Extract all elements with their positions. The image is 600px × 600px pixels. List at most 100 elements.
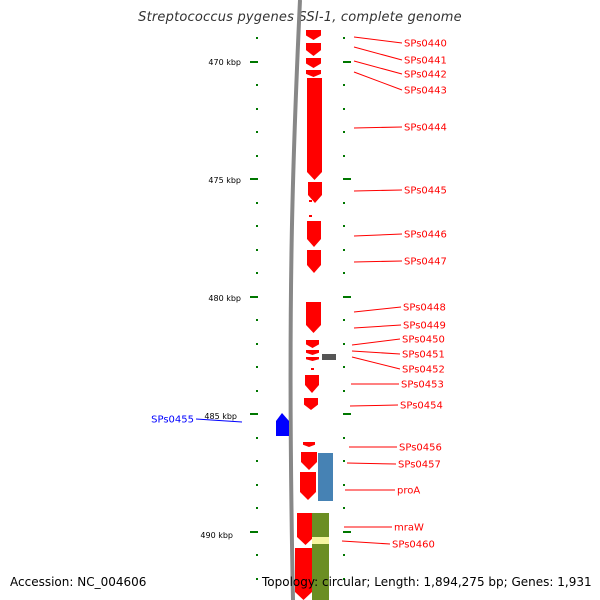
tick-right xyxy=(343,531,351,533)
gene-label-sps0442[interactable]: SPs0442 xyxy=(404,70,447,81)
tick-left xyxy=(256,484,258,486)
tick-left xyxy=(256,37,258,39)
tick-left xyxy=(256,578,258,580)
cds-arrow xyxy=(307,221,321,247)
gene-label-sps0451[interactable]: SPs0451 xyxy=(402,350,445,361)
tick-right xyxy=(343,155,345,157)
cds-arrow xyxy=(300,472,316,500)
tick-left xyxy=(256,108,258,110)
tick-right xyxy=(343,249,345,251)
tick-right xyxy=(343,108,345,110)
label-leader-line xyxy=(353,60,403,75)
cds-arrow xyxy=(306,43,321,56)
gene-label-sps0445[interactable]: SPs0445 xyxy=(404,186,447,197)
cds-arrow xyxy=(295,548,312,600)
label-leader-line xyxy=(353,71,403,91)
tick-left xyxy=(250,531,258,533)
cds-arrow xyxy=(304,398,318,410)
label-leader-line xyxy=(195,418,243,423)
kbp-label: 485 kbp xyxy=(204,412,237,421)
cds-arrow xyxy=(306,30,321,40)
tick-right xyxy=(343,37,345,39)
gene-label-sps0444[interactable]: SPs0444 xyxy=(404,123,447,134)
tick-right xyxy=(343,202,345,204)
gene-label-proa[interactable]: proA xyxy=(397,486,420,497)
cds-fragment xyxy=(309,215,312,217)
tick-right xyxy=(343,390,345,392)
gene-label-sps0460[interactable]: SPs0460 xyxy=(392,540,435,551)
tick-right xyxy=(343,554,345,556)
label-leader-line xyxy=(353,324,402,329)
gene-label-sps0452[interactable]: SPs0452 xyxy=(402,365,445,376)
rna-gene xyxy=(322,354,336,360)
label-leader-line xyxy=(353,260,403,263)
label-leader-line xyxy=(353,126,403,129)
kbp-label: 470 kbp xyxy=(208,58,241,67)
tick-right xyxy=(343,319,345,321)
gene-label-sps0453[interactable]: SPs0453 xyxy=(401,380,444,391)
cds-arrow xyxy=(307,250,321,273)
kbp-label: 490 kbp xyxy=(200,531,233,540)
tick-left xyxy=(256,202,258,204)
tick-left xyxy=(256,460,258,462)
tick-right xyxy=(343,507,345,509)
cds-arrow xyxy=(301,452,317,470)
tick-right xyxy=(343,578,345,580)
cds-arrow xyxy=(308,182,322,203)
gene-label-sps0450[interactable]: SPs0450 xyxy=(402,335,445,346)
label-leader-line xyxy=(351,350,401,355)
tick-right xyxy=(343,343,345,345)
tick-left xyxy=(256,319,258,321)
label-leader-line xyxy=(341,540,391,545)
label-leader-line xyxy=(353,233,403,237)
cds-arrow xyxy=(305,375,319,393)
gene-label-sps0457[interactable]: SPs0457 xyxy=(398,460,441,471)
gene-label-sps0443[interactable]: SPs0443 xyxy=(404,86,447,97)
gene-label-sps0447[interactable]: SPs0447 xyxy=(404,257,447,268)
gene-label-sps0456[interactable]: SPs0456 xyxy=(399,443,442,454)
label-leader-line xyxy=(349,404,399,407)
cds-arrow xyxy=(306,58,321,68)
tick-right xyxy=(343,296,351,298)
gene-label-sps0454[interactable]: SPs0454 xyxy=(400,401,443,412)
tick-left xyxy=(256,249,258,251)
cds-arrow xyxy=(306,350,319,355)
cds-arrow xyxy=(307,78,322,180)
tick-right xyxy=(343,272,345,274)
label-leader-line xyxy=(353,189,403,192)
gene-label-sps0448[interactable]: SPs0448 xyxy=(403,303,446,314)
tick-left xyxy=(256,390,258,392)
tick-left xyxy=(250,296,258,298)
gene-label-sps0441[interactable]: SPs0441 xyxy=(404,56,447,67)
tick-left xyxy=(256,225,258,227)
tick-right xyxy=(343,131,345,133)
cds-arrow-reverse xyxy=(276,413,289,436)
tick-left xyxy=(256,366,258,368)
cds-arrow xyxy=(306,340,319,348)
label-leader-line xyxy=(351,356,401,370)
gene-label-mraw[interactable]: mraW xyxy=(394,523,424,534)
tick-right xyxy=(343,460,345,462)
tick-left xyxy=(256,272,258,274)
tick-right xyxy=(343,366,345,368)
gene-label-sps0455[interactable]: SPs0455 xyxy=(151,415,194,426)
label-leaders xyxy=(195,36,403,545)
gene-label-sps0446[interactable]: SPs0446 xyxy=(404,230,447,241)
cds-arrow xyxy=(306,357,319,361)
tick-left xyxy=(256,155,258,157)
label-leader-line xyxy=(353,36,403,44)
tick-right xyxy=(343,178,351,180)
gene-label-sps0440[interactable]: SPs0440 xyxy=(404,39,447,50)
cds-fragment xyxy=(309,200,312,202)
kbp-label: 480 kbp xyxy=(208,294,241,303)
label-leader-line xyxy=(353,46,403,61)
kbp-label: 475 kbp xyxy=(208,176,241,185)
gene-labels: SPs0440 SPs0441 SPs0442 SPs0443 SPs0444 SPs04… xyxy=(151,39,447,551)
feature-block-olive xyxy=(312,513,329,600)
tick-left xyxy=(256,507,258,509)
gene-label-sps0449[interactable]: SPs0449 xyxy=(403,321,446,332)
tick-left xyxy=(256,131,258,133)
tick-right xyxy=(343,84,345,86)
tick-left xyxy=(256,343,258,345)
topology-text: Topology: circular; Length: 1,894,275 bp… xyxy=(262,575,592,589)
